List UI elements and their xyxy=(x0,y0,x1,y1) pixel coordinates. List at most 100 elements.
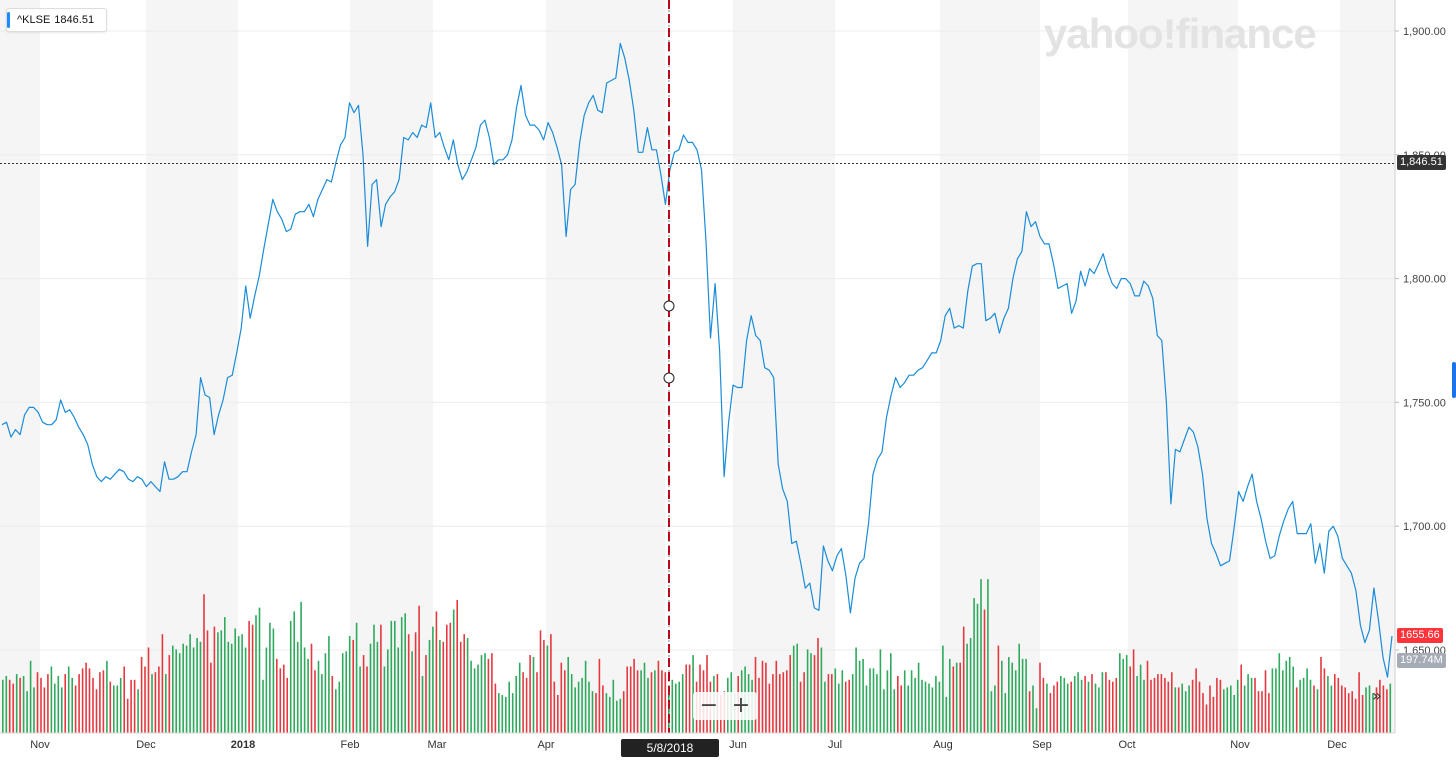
volume-bar xyxy=(50,666,53,733)
volume-bar xyxy=(1136,676,1138,733)
volume-bar xyxy=(1219,679,1222,733)
volume-bar xyxy=(168,655,171,733)
volume-bar xyxy=(883,689,885,733)
volume-bar xyxy=(237,636,240,733)
volume-bar xyxy=(834,668,837,733)
volume-bar xyxy=(654,670,656,733)
volume-bar xyxy=(310,643,313,733)
volume-bar xyxy=(810,653,812,733)
volume-bar xyxy=(165,674,167,733)
volume-bar xyxy=(782,672,785,733)
zoom-out-button[interactable]: − xyxy=(699,693,719,718)
volume-bar xyxy=(26,691,28,733)
volume-bar xyxy=(515,676,517,733)
volume-bar xyxy=(827,674,830,733)
volume-bar xyxy=(421,676,424,733)
x-tick-label: Sep xyxy=(1032,739,1052,751)
volume-bar xyxy=(633,658,635,733)
volume-bar xyxy=(1330,685,1333,733)
volume-bar xyxy=(1264,670,1267,733)
volume-bar xyxy=(446,624,448,733)
volume-bar xyxy=(813,655,816,733)
volume-bar xyxy=(220,630,223,733)
volume-bar xyxy=(1184,691,1187,733)
volume-bar xyxy=(553,681,556,733)
month-band xyxy=(546,0,665,733)
volume-bar xyxy=(564,670,566,733)
ticker-badge[interactable]: ^KLSE 1846.51 xyxy=(6,8,108,32)
volume-bar xyxy=(19,677,21,733)
volume-bar xyxy=(1212,696,1215,733)
volume-bar xyxy=(605,693,608,733)
volume-bar xyxy=(182,643,184,733)
volume-bar xyxy=(147,647,150,733)
volume-bar xyxy=(765,662,767,733)
volume-bar xyxy=(1292,666,1294,733)
side-scroll-handle[interactable] xyxy=(1452,362,1456,398)
volume-bar xyxy=(206,630,209,733)
volume-bar xyxy=(456,600,458,733)
volume-bar xyxy=(71,677,73,733)
volume-bar xyxy=(1094,683,1097,733)
volume-bar xyxy=(289,620,292,733)
volume-bar xyxy=(900,685,902,733)
volume-bar xyxy=(1354,698,1357,733)
volume-bar xyxy=(1046,683,1048,733)
crosshair[interactable] xyxy=(663,0,675,733)
volume-bar xyxy=(234,628,236,733)
volume-bar xyxy=(491,653,493,733)
volume-bar xyxy=(113,685,115,733)
volume-bar xyxy=(352,639,354,733)
volume-bar xyxy=(890,653,892,733)
volume-bar xyxy=(1358,672,1360,733)
volume-bar xyxy=(532,657,535,733)
volume-bar xyxy=(1216,677,1218,733)
x-tick-label: Dec xyxy=(1327,739,1347,751)
volume-bar xyxy=(133,679,136,733)
volume-bar xyxy=(511,693,514,733)
volume-bar xyxy=(404,613,406,733)
volume-bar xyxy=(203,594,205,733)
volume-bar xyxy=(463,634,465,733)
volume-bar xyxy=(224,617,226,733)
x-tick-label: Jul xyxy=(828,739,842,751)
volume-bar xyxy=(85,662,87,733)
volume-bar xyxy=(990,691,993,733)
volume-bar xyxy=(470,660,472,733)
expand-chevron-icon[interactable]: » xyxy=(1372,686,1382,705)
volume-bar xyxy=(1361,695,1364,733)
volume-bar xyxy=(435,611,438,733)
volume-bar xyxy=(154,672,157,733)
volume-bar xyxy=(119,677,122,733)
volume-bar xyxy=(1011,662,1013,733)
volume-bar xyxy=(47,674,49,733)
volume-bar xyxy=(338,681,341,733)
volume-bar xyxy=(917,662,920,733)
volume-bar xyxy=(192,647,195,733)
volume-bar xyxy=(1226,687,1229,733)
volume-bar xyxy=(95,689,98,733)
volume-bar xyxy=(36,672,39,733)
x-tick-label: Nov xyxy=(1230,739,1250,751)
volume-bar xyxy=(1379,679,1381,733)
volume-bar xyxy=(442,641,445,733)
volume-bar xyxy=(255,615,257,733)
volume-bar xyxy=(1164,677,1166,733)
volume-bar xyxy=(1028,691,1031,733)
zoom-in-button[interactable]: + xyxy=(731,693,751,718)
volume-bar xyxy=(851,674,854,733)
volume-bar xyxy=(480,655,483,733)
volume-bar xyxy=(1236,679,1239,733)
volume-bar xyxy=(543,639,545,733)
volume-bar xyxy=(1032,685,1034,733)
volume-bar xyxy=(130,679,132,733)
volume-bar xyxy=(671,679,674,733)
y-tick-label: 1,750.00 xyxy=(1403,397,1446,409)
volume-bar xyxy=(529,655,531,733)
volume-bar xyxy=(99,672,101,733)
volume-bar xyxy=(418,605,420,733)
volume-bar xyxy=(1230,685,1232,733)
volume-bar xyxy=(452,609,455,733)
volume-bar xyxy=(942,645,944,733)
